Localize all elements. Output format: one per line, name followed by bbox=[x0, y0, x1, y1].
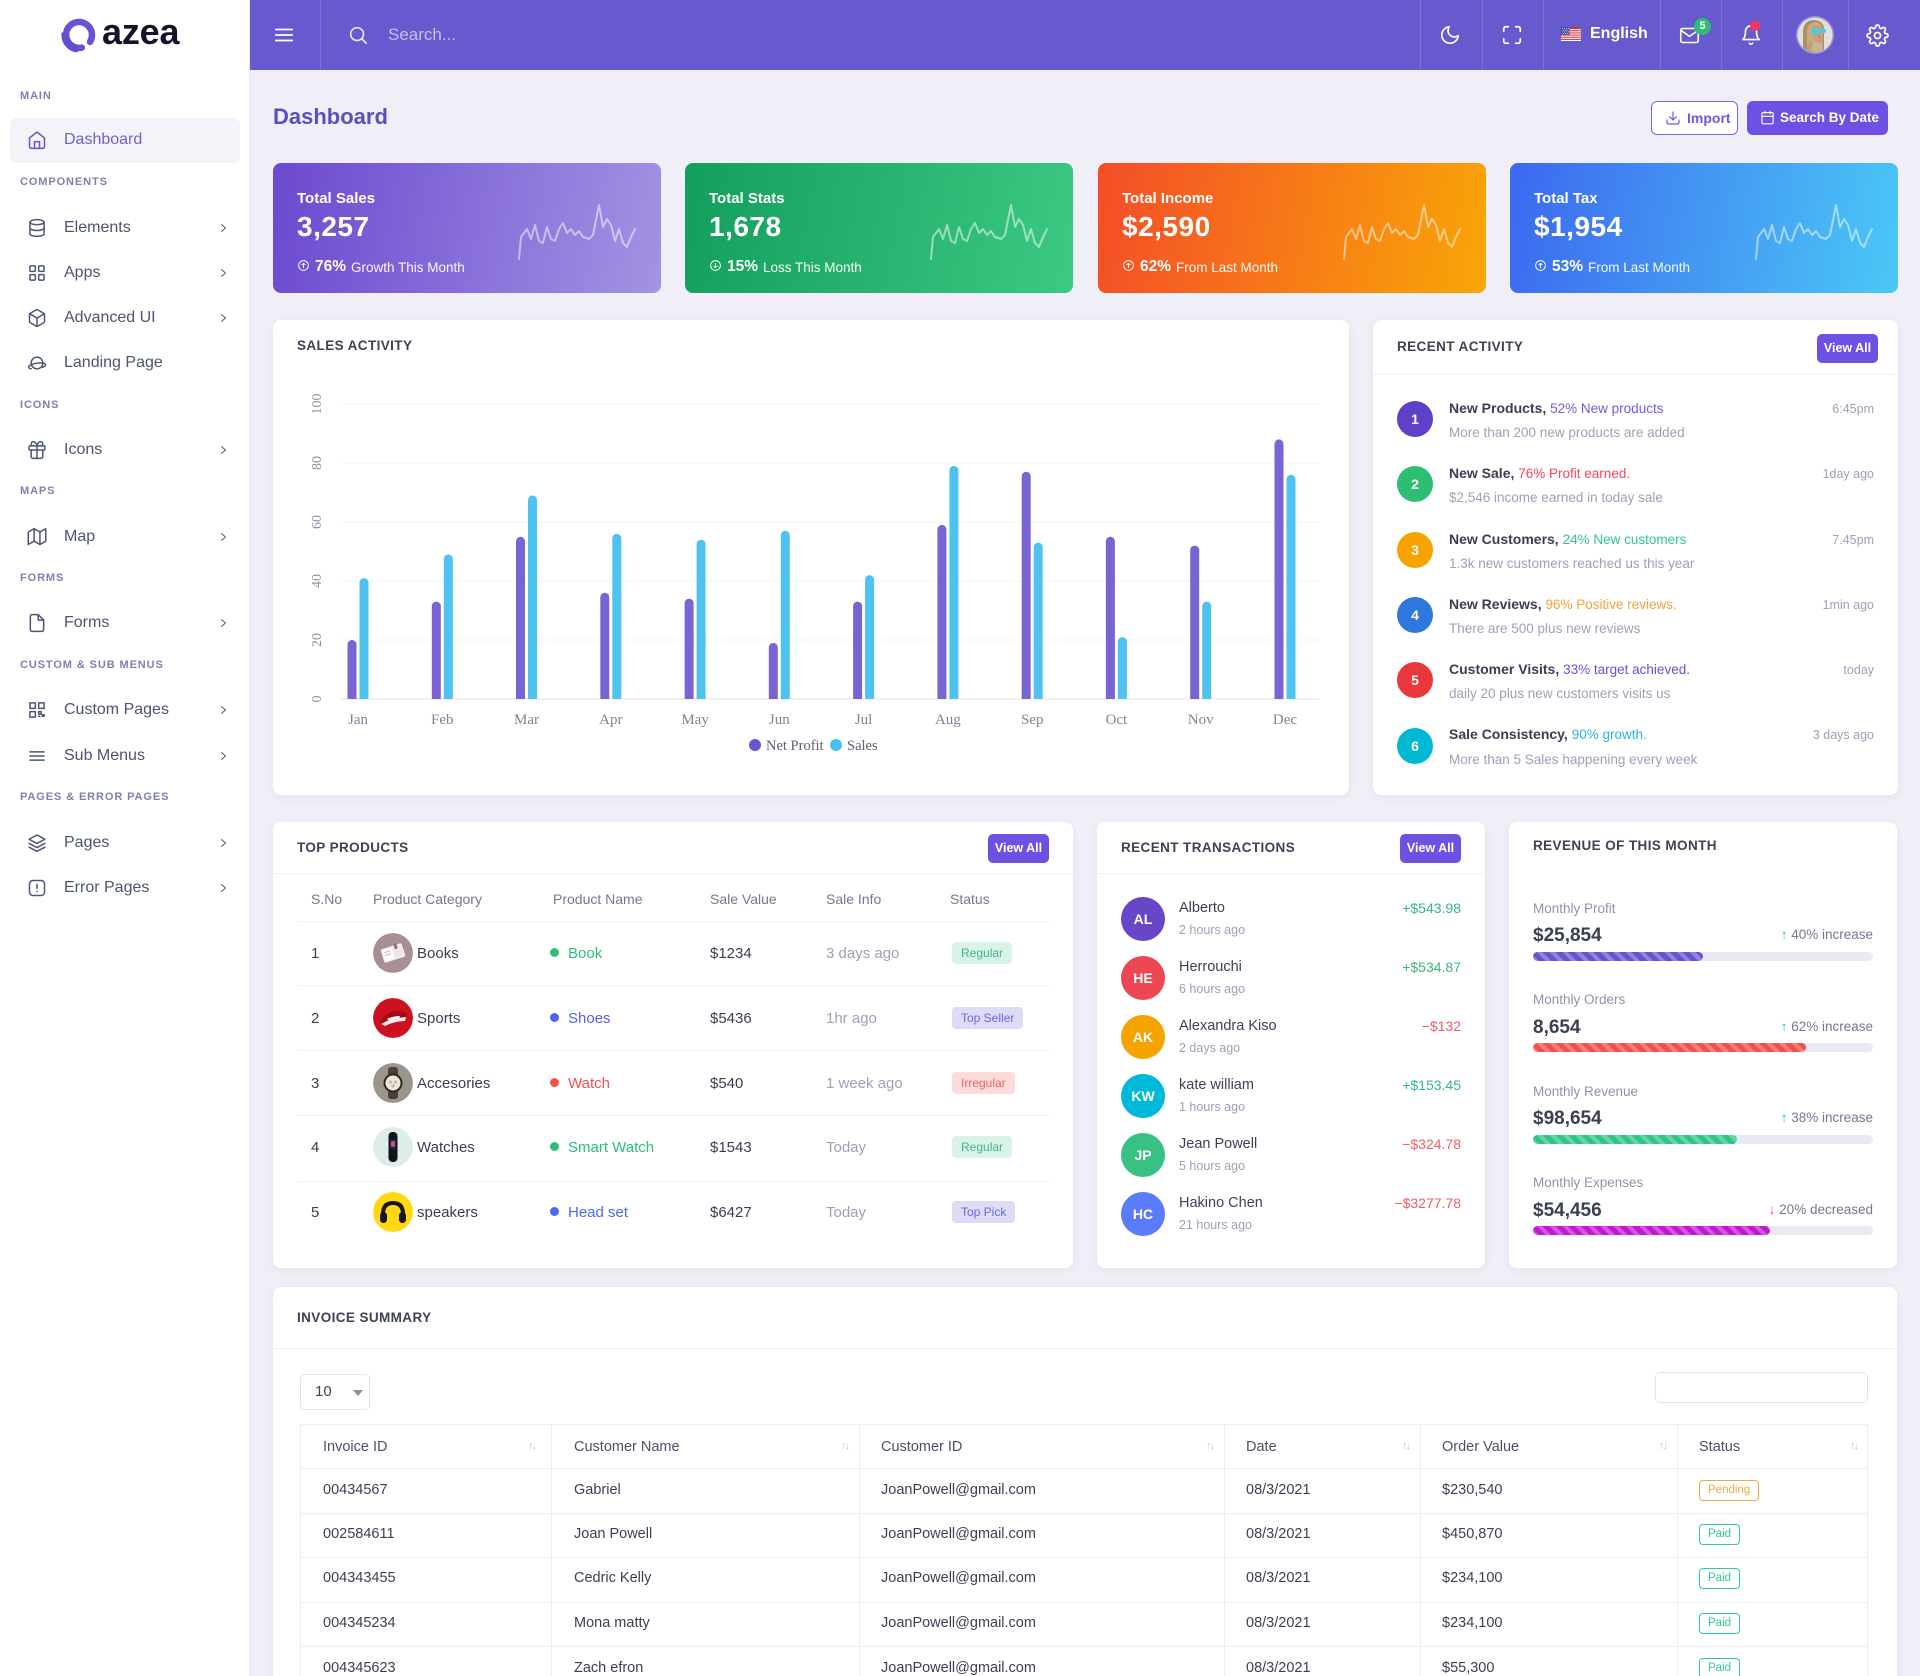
svg-text:0: 0 bbox=[310, 696, 325, 703]
svg-text:Aug: Aug bbox=[935, 712, 961, 728]
svg-text:Jan: Jan bbox=[348, 712, 368, 728]
svg-text:Dec: Dec bbox=[1273, 712, 1297, 728]
svg-text:Sales: Sales bbox=[847, 738, 878, 754]
svg-text:60: 60 bbox=[310, 515, 325, 529]
svg-text:20: 20 bbox=[310, 633, 325, 647]
svg-text:Jul: Jul bbox=[855, 712, 873, 728]
svg-text:80: 80 bbox=[310, 456, 325, 470]
svg-text:Mar: Mar bbox=[514, 712, 539, 728]
svg-text:Apr: Apr bbox=[599, 712, 622, 728]
svg-text:May: May bbox=[681, 712, 709, 728]
svg-text:100: 100 bbox=[310, 394, 325, 415]
svg-text:Feb: Feb bbox=[431, 712, 454, 728]
svg-text:Net Profit: Net Profit bbox=[766, 738, 824, 754]
svg-text:Sep: Sep bbox=[1021, 712, 1043, 728]
svg-text:Oct: Oct bbox=[1106, 712, 1128, 728]
svg-text:40: 40 bbox=[310, 574, 325, 588]
svg-text:Nov: Nov bbox=[1188, 712, 1214, 728]
svg-text:Jun: Jun bbox=[769, 712, 790, 728]
